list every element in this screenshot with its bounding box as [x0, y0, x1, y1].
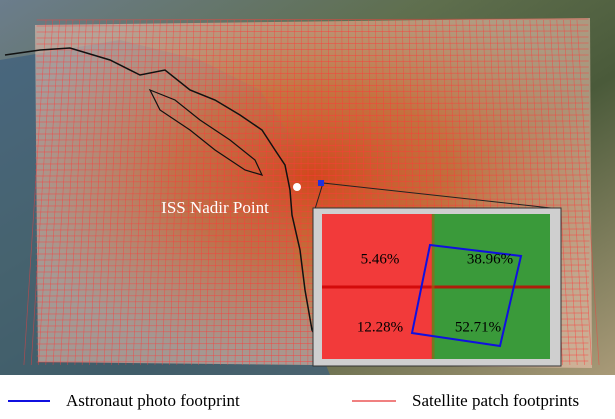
figure: ISS Nadir Point 5.46% 38.96% 12.28% 52.7…	[0, 0, 615, 419]
map: ISS Nadir Point 5.46% 38.96% 12.28% 52.7…	[0, 0, 615, 375]
inset: 5.46% 38.96% 12.28% 52.71%	[313, 208, 561, 366]
quadrant-percent: 5.46%	[361, 251, 400, 267]
legend-label: Satellite patch footprints	[412, 391, 579, 410]
nadir-label: ISS Nadir Point	[161, 198, 269, 217]
quadrant-percent: 12.28%	[357, 319, 403, 335]
quadrant-percent: 38.96%	[467, 251, 513, 267]
quadrant-percent: 52.71%	[455, 319, 501, 335]
photo-marker	[318, 180, 324, 186]
legend-label: Astronaut photo footprint	[66, 391, 240, 410]
nadir-point	[293, 183, 301, 191]
legend: Astronaut photo footprint Satellite patc…	[8, 391, 579, 410]
